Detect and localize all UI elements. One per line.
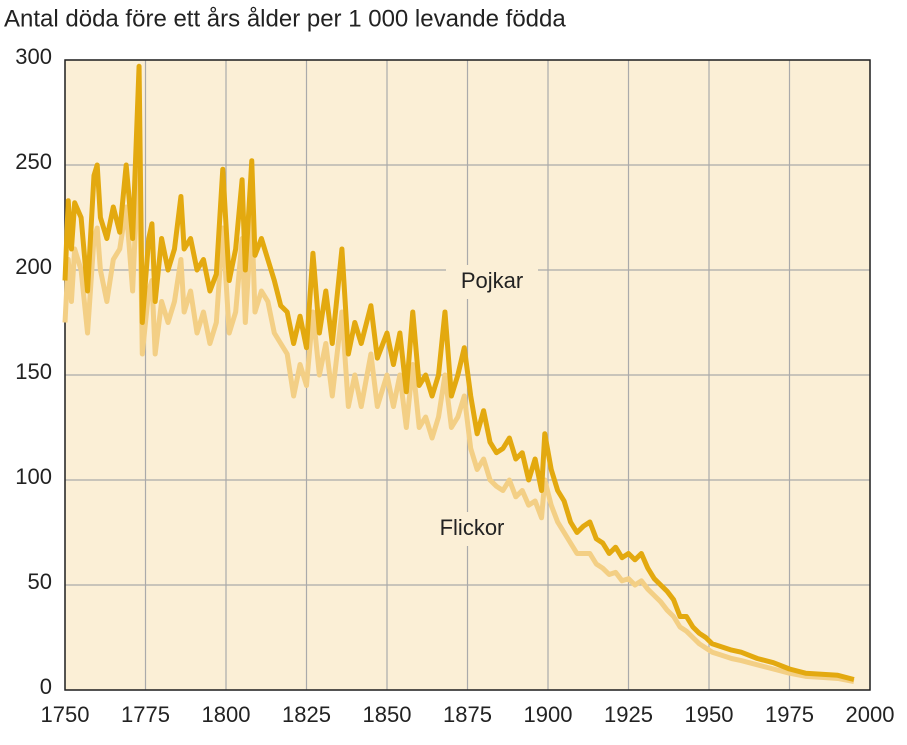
x-tick-label: 1875 <box>443 702 492 727</box>
x-tick-label: 1825 <box>282 702 331 727</box>
x-tick-label: 1750 <box>41 702 90 727</box>
x-tick-label: 1775 <box>121 702 170 727</box>
x-tick-label: 1800 <box>202 702 251 727</box>
series-line <box>62 141 855 685</box>
y-tick-label: 0 <box>40 674 52 699</box>
x-tick-label: 1850 <box>363 702 412 727</box>
y-tick-label: 250 <box>15 149 52 174</box>
chart-title: Antal döda före ett års ålder per 1 000 … <box>4 5 566 32</box>
y-tick-label: 200 <box>15 254 52 279</box>
plot-border <box>64 59 871 691</box>
series-label: Pojkar <box>461 268 523 293</box>
x-tick-label: 1950 <box>685 702 734 727</box>
series-label-bg <box>446 265 538 299</box>
series-line <box>62 63 855 682</box>
y-tick-label: 300 <box>15 44 52 69</box>
x-tick-label: 1925 <box>604 702 653 727</box>
y-tick-label: 50 <box>28 569 52 594</box>
y-tick-label: 100 <box>15 464 52 489</box>
series-label-bg <box>426 512 518 546</box>
x-tick-label: 2000 <box>846 702 895 727</box>
y-tick-label: 150 <box>15 359 52 384</box>
x-tick-label: 1975 <box>765 702 814 727</box>
series-label: Flickor <box>440 515 505 540</box>
x-tick-label: 1900 <box>524 702 573 727</box>
